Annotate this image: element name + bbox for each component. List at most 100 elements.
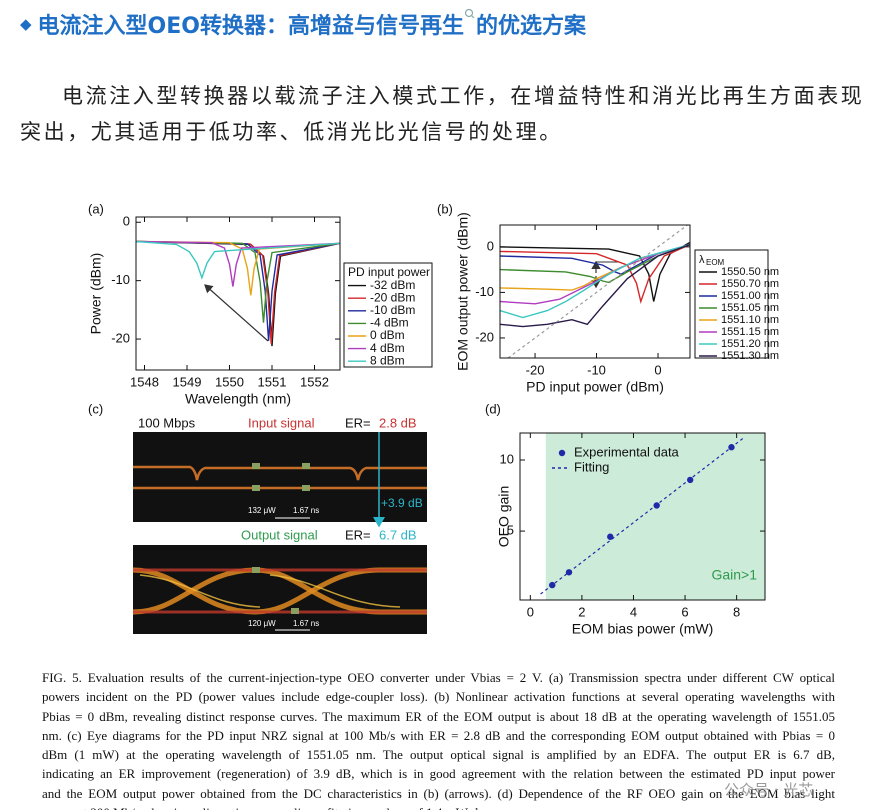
legend-label: 1551.20 nm: [721, 338, 779, 350]
x-tick-label: 1551: [258, 374, 287, 389]
series-line: [136, 240, 340, 296]
legend-label: 1551.00 nm: [721, 290, 779, 302]
input-time: 1.67 ns: [293, 506, 319, 515]
series-line: [500, 243, 690, 319]
legend-title-sub: EOM: [706, 258, 725, 267]
panel-label: (b): [437, 201, 453, 216]
x-tick-label: 1548: [130, 374, 159, 389]
eye-diagram-output: [132, 545, 427, 634]
series-line: [136, 240, 340, 287]
panel-label: (d): [485, 401, 501, 416]
search-icon: [464, 8, 475, 19]
plot-frame: [499, 224, 691, 359]
heading: ◆ 电流注入型OEO转换器：高增益与信号再生 的优选方案: [20, 8, 586, 40]
y-tick-label: -20: [111, 330, 130, 345]
series-line: [500, 243, 690, 305]
legend-label: 0 dBm: [370, 328, 405, 342]
legend-label: 1551.30 nm: [721, 350, 779, 362]
caption-line: indicating an ER improvement (regenerati…: [42, 766, 835, 782]
y-tick-label: 0: [123, 214, 130, 229]
y-tick-label: -10: [475, 284, 494, 299]
series-line: [500, 243, 690, 328]
series-line: [136, 240, 340, 323]
input-er-prefix: ER=: [345, 415, 371, 430]
caption-line: power at 200 Mb/s, showing a linear incr…: [42, 803, 835, 810]
legend-label: 1551.10 nm: [721, 314, 779, 326]
figure: (a) 1548 1549 1550 1551 1552 0 -10 -20 Wavelength…: [88, 201, 779, 637]
data-point: [607, 533, 614, 540]
series-line: [500, 241, 690, 302]
output-er: 6.7 dB: [379, 527, 417, 542]
legend-label: -10 dBm: [370, 303, 415, 317]
y-tick-label: -10: [111, 272, 130, 287]
legend-title: PD input power: [348, 265, 430, 279]
arrow: [204, 284, 269, 342]
x-tick-label: 2: [578, 604, 585, 619]
x-axis-label: EOM bias power (mW): [572, 621, 714, 637]
x-tick-label: 1552: [300, 374, 329, 389]
data-point: [687, 476, 694, 484]
x-tick-label: -10: [587, 362, 606, 377]
caption-line: FIG. 5. Evaluation results of the curren…: [42, 670, 835, 685]
x-tick-label: -20: [526, 362, 545, 377]
output-power: 120 μW: [248, 619, 276, 628]
series-line: [540, 436, 745, 595]
rate: 100 Mbps: [138, 415, 196, 430]
legend-label: 1550.50 nm: [721, 266, 779, 278]
improvement: +3.9 dB: [381, 496, 423, 510]
caption-line: nm. (c) Eye diagrams for the PD input NR…: [42, 727, 835, 743]
series-line: [136, 240, 340, 280]
x-tick-label: 1549: [173, 374, 202, 389]
series-line: [507, 225, 688, 358]
legend-label: 4 dBm: [370, 341, 405, 355]
output-title: Output signal: [241, 527, 318, 542]
heading-title: 电流注入型OEO转换器：高增益与信号再生: [37, 14, 464, 39]
output-er-prefix: ER=: [345, 527, 371, 542]
plot-frame: [519, 432, 766, 601]
x-axis-label: Wavelength (nm): [185, 391, 291, 407]
caption-line: and the EOM output power obtained from t…: [42, 785, 835, 801]
legend-box: [343, 262, 433, 368]
bullet: ◆: [20, 15, 32, 33]
label: (c): [88, 401, 103, 416]
legend-title: λ: [699, 254, 705, 266]
series-line: [500, 243, 690, 275]
series-line: [136, 240, 340, 341]
legend-label: -20 dBm: [370, 290, 415, 304]
x-axis-label: PD input power (dBm): [526, 379, 664, 395]
y-axis-label: Power (dBm): [88, 253, 104, 335]
legend-label: Fitting: [574, 459, 609, 474]
x-tick-label: 1550: [215, 374, 244, 389]
caption-line: Pbias = 0 dBm, revealing distinct respon…: [42, 708, 835, 724]
legend-label: Experimental data: [574, 444, 680, 459]
y-tick-label: 10: [500, 451, 514, 466]
legend-label: 1551.05 nm: [721, 302, 779, 314]
legend-box: [694, 249, 769, 359]
y-axis-label: OEO gain: [496, 486, 512, 547]
caption: FIG. 5. Evaluation results of the curren…: [42, 668, 835, 810]
x-tick-label: 0: [654, 362, 661, 377]
caption-line: powers incident on the PD (power values …: [42, 689, 835, 705]
plot-area: [136, 240, 340, 347]
series-line: [500, 243, 690, 284]
y-axis-label: EOM output power (dBm): [455, 212, 471, 371]
series-line: [500, 243, 690, 304]
input-title: Input signal: [248, 415, 315, 430]
y-tick-label: 5: [507, 523, 514, 538]
panel-label: (a): [88, 201, 104, 216]
eye-diagram-input: [133, 432, 427, 522]
legend-label: 1551.15 nm: [721, 326, 779, 338]
paragraph: 电流注入型转换器以载流子注入模式工作，在增益特性和消光比再生方面表现突出，尤其适…: [20, 84, 865, 144]
x-tick-label: 4: [630, 604, 637, 619]
annotation: Gain>1: [711, 567, 757, 583]
output-time: 1.67 ns: [293, 619, 319, 628]
legend-marker: [558, 449, 566, 457]
input-er: 2.8 dB: [379, 415, 417, 430]
legend-label: -32 dBm: [370, 278, 415, 292]
legend-label: 8 dBm: [370, 353, 405, 367]
heading-title-tail: 的优选方案: [475, 14, 586, 39]
y-tick-label: -20: [475, 329, 494, 344]
plot-area: [540, 436, 745, 595]
input-power: 132 μW: [248, 506, 276, 515]
